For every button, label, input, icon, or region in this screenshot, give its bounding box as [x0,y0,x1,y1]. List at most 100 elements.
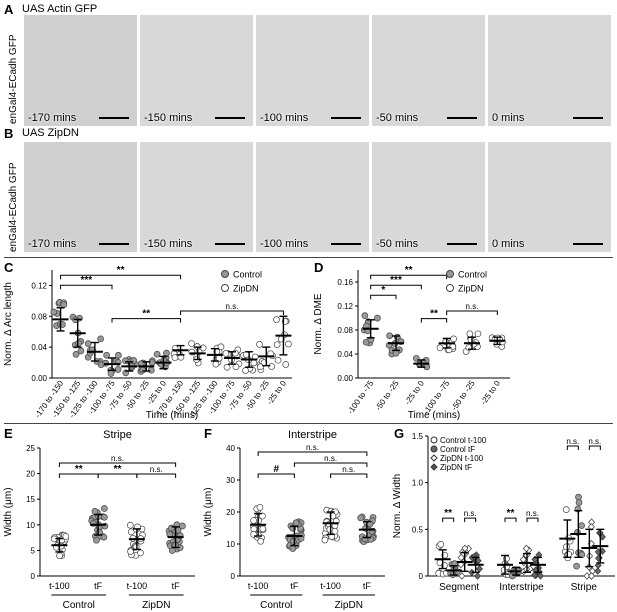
significance-label: ** [507,508,515,519]
legend-marker [446,270,454,278]
significance-label: n.s. [226,302,239,311]
group-label: Control [63,600,95,611]
data-point [285,340,292,348]
significance-label: * [381,285,385,296]
data-point [273,316,280,323]
timepoint-label: -50 mins [376,112,419,124]
scale-bar [573,117,603,119]
data-point [60,301,68,308]
micrograph-a-2: -150 mins [140,15,253,126]
chart-title: Stripe [103,429,132,441]
panel-b-title: UAS ZipDN [22,127,79,139]
legend-label: Control [458,270,487,280]
y-axis-label: Width (μm) [3,487,14,536]
data-point [242,367,249,374]
data-point [321,536,329,544]
scale-bar [99,243,129,245]
significance-bracket [566,445,579,450]
significance-bracket [370,294,397,300]
y-axis-label: Norm. Δ Arc length [3,282,14,366]
scale-bar [447,243,477,245]
micrograph-b-3: -100 mins [256,142,369,252]
legend-marker [221,284,229,292]
y-axis-label: Norm. Δ DME [313,293,324,354]
y-axis-label: Norm. Δ Width [392,474,403,538]
data-point [188,340,195,347]
x-axis-label: Time (mins) [146,410,198,420]
y-tick-label: 10 [26,521,35,530]
significance-bracket [420,318,448,323]
chart-d-dme: D 0.00 0.04 0.08 0.12 0.16 Norm. Δ DME -100 to … [313,260,510,420]
data-point [101,513,108,521]
data-point [215,354,223,362]
y-tick-label: 0.5 [412,525,424,534]
data-point [148,359,156,366]
scale-bar [99,117,129,119]
data-point [563,543,570,551]
x-tick-label: -25 to 0 [403,379,426,407]
y-tick-label: 1.5 [412,432,424,441]
y-tick-label: 20 [26,470,35,479]
x-tick-label: tF [94,581,103,591]
data-point [115,351,122,359]
significance-bracket [60,284,113,290]
data-point [114,366,122,373]
x-tick-label: tF [363,581,372,591]
timepoint-label: -50 mins [376,238,419,250]
significance-bracket [60,274,182,280]
data-point [436,344,444,352]
data-point [575,499,583,506]
y-tick-label: 0.00 [337,374,353,383]
x-tick-label: t-100 [127,581,148,591]
significance-label: *** [390,275,402,286]
x-tick-label: tF [290,581,299,591]
x-tick-label: tF [172,581,181,591]
data-point [222,349,230,357]
data-point [75,339,82,347]
divider-top [4,257,613,258]
y-tick-label: 10 [226,540,235,549]
y-tick-label: 0.00 [31,374,47,383]
significance-bracket [257,451,368,456]
significance-label: ** [75,464,83,475]
panel-label: E [4,426,13,441]
data-point [257,537,265,545]
significance-label: n.s. [466,302,479,311]
data-point [474,572,481,580]
y-tick-label: 0.12 [31,281,47,290]
significance-label: ** [444,508,452,519]
significance-bracket [526,517,539,523]
micrograph-a-3: -100 mins [256,15,369,126]
data-point [50,308,58,316]
data-point [292,519,300,527]
legend-marker [430,454,438,462]
data-point [153,350,161,358]
significance-bracket [136,473,177,478]
y-tick-label: 15 [26,495,35,504]
significance-label: n.s. [566,437,579,446]
data-point [163,349,170,357]
timepoint-label: -100 mins [260,238,309,250]
legend-label: Control t-100 [440,436,487,445]
legend-marker [430,436,438,444]
significance-bracket [330,473,368,478]
significance-label: n.s. [111,454,124,463]
significance-label: *** [80,275,92,286]
divider-bottom [4,423,613,424]
data-point [217,343,225,351]
scale-bar [573,243,603,245]
panel-a-side-label: enGal4-ECadh GFP [8,34,19,125]
significance-bracket [442,517,455,523]
micrograph-a-5: 0 mins [488,15,611,126]
micrograph-b-2: -150 mins [140,142,253,252]
data-point [562,506,570,514]
data-point [127,548,134,555]
data-point [72,351,80,358]
data-point [361,312,369,320]
y-tick-label: 0.08 [31,312,47,321]
x-tick-label: Segment [439,582,479,593]
data-point [242,351,250,358]
data-point [62,533,70,540]
data-point [259,525,267,533]
